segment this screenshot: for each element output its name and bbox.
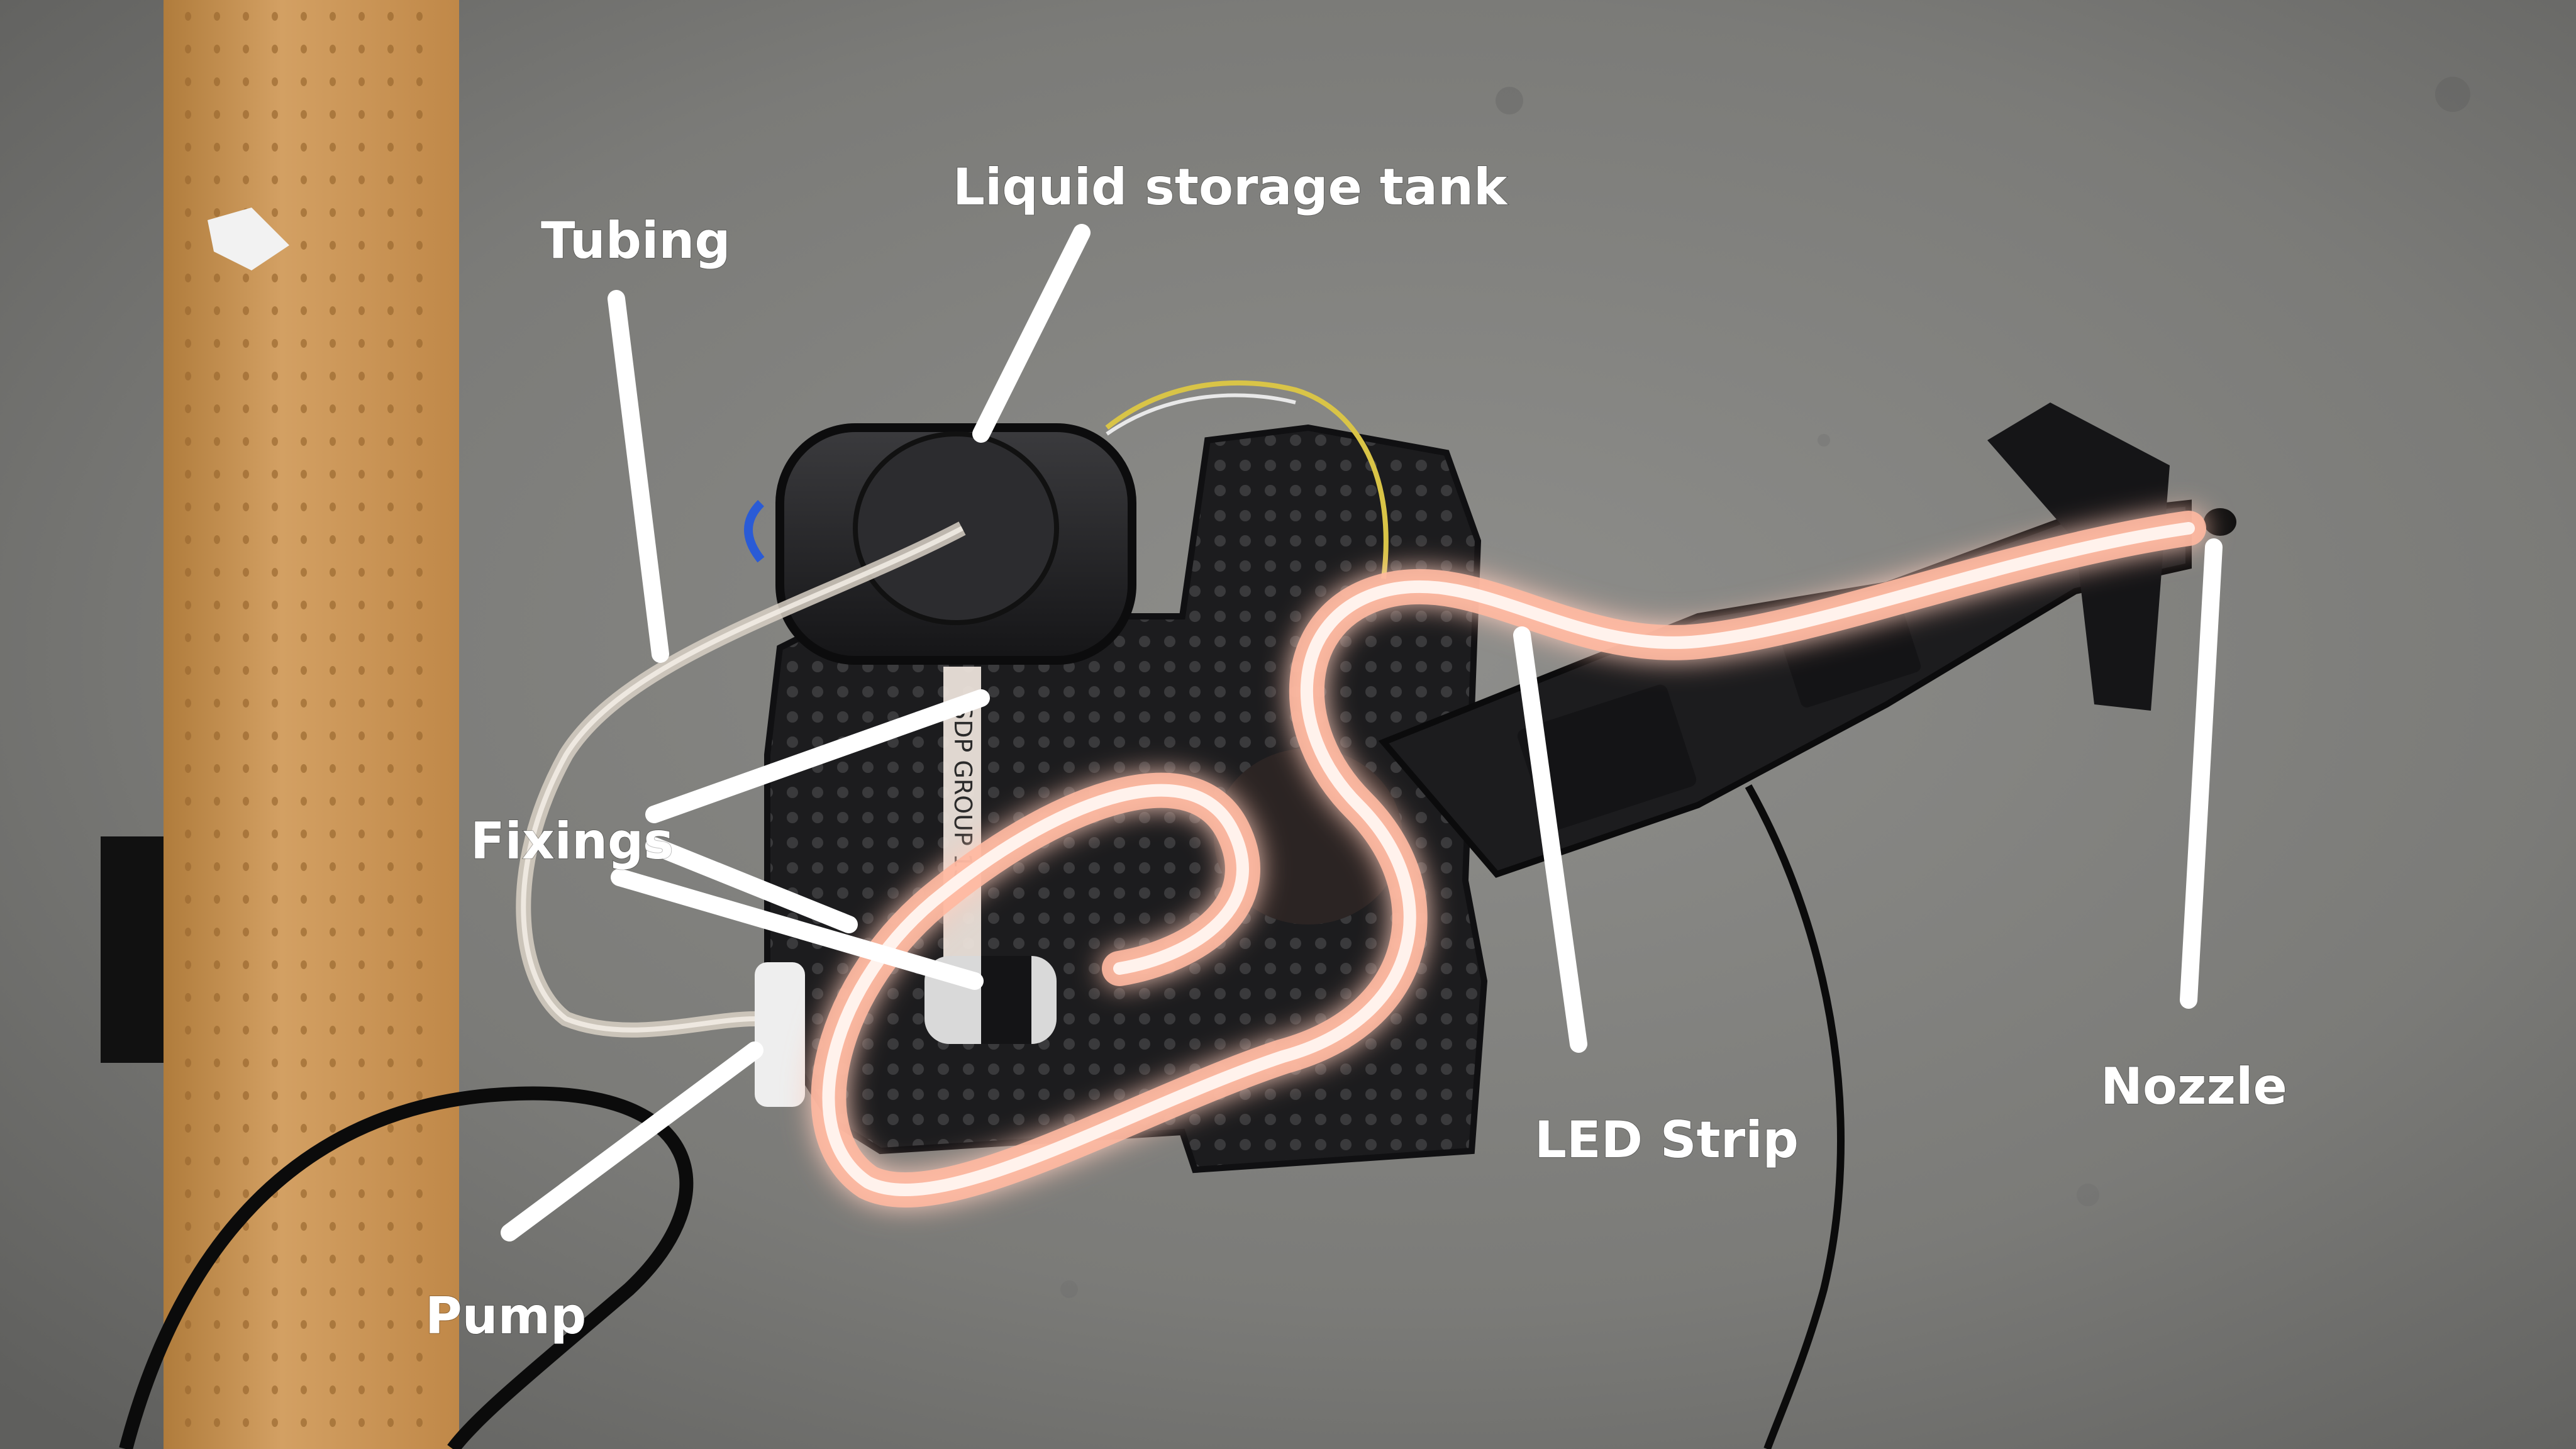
- tubing-highlight: [521, 526, 963, 1033]
- leader-lines: [501, 224, 2223, 1241]
- label-fixings: Fixings: [470, 812, 674, 870]
- sensor-wires-white: [1106, 393, 1296, 436]
- wooden-plank-holes: [176, 0, 440, 1449]
- label-pump: Pump: [425, 1287, 586, 1345]
- leader-fixings-lower: [611, 869, 984, 990]
- leader-nozzle: [2180, 538, 2223, 1009]
- leader-liquid-storage-tank: [972, 224, 1091, 443]
- label-led-strip: LED Strip: [1535, 1111, 1799, 1169]
- signal-cable: [1745, 784, 1845, 1449]
- plastic-clip: [208, 208, 289, 270]
- power-cable: [119, 1086, 694, 1449]
- leader-fixings-upper: [645, 689, 990, 823]
- floor-speckles: [1060, 77, 2470, 1298]
- leader-fixings-middle: [645, 837, 858, 933]
- nozzle: [2204, 508, 2236, 536]
- leader-pump: [501, 1041, 763, 1241]
- label-tubing: Tubing: [541, 211, 731, 270]
- leader-tubing: [608, 290, 669, 663]
- label-nozzle: Nozzle: [2101, 1057, 2287, 1116]
- led-strip: [811, 511, 2206, 1208]
- label-liquid-storage-tank: Liquid storage tank: [953, 158, 1508, 216]
- leader-led-strip: [1513, 626, 1587, 1053]
- sensor-wires: [1105, 380, 1389, 579]
